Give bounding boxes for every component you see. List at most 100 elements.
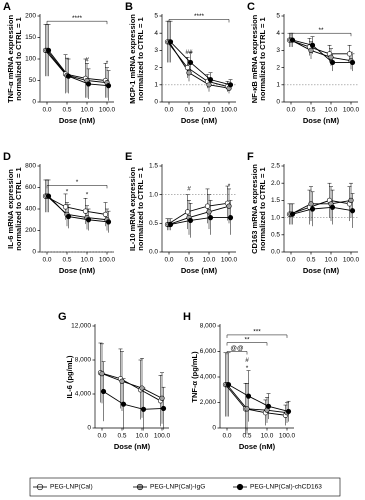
data-point	[308, 201, 314, 207]
series-line	[48, 50, 109, 87]
y-tick-label: 1.0	[271, 214, 280, 221]
panel-letter: D	[3, 151, 11, 163]
data-point	[187, 217, 194, 224]
y-tick-label: 4	[276, 30, 280, 37]
data-point	[45, 193, 52, 199]
x-tick-label: 0.0	[42, 257, 51, 264]
y-tick-label: 12,000	[71, 323, 91, 330]
significance-label: ***	[253, 329, 261, 336]
data-point	[309, 206, 316, 212]
x-tick-label: 10.0	[81, 107, 94, 114]
x-tick-label: 0.5	[184, 257, 193, 264]
data-point	[309, 42, 316, 48]
data-point	[207, 215, 214, 221]
x-tick-label: 10.0	[81, 257, 94, 264]
y-axis-label: CD163 mRNA expression	[250, 164, 259, 254]
legend-label: PEG-LNP(Cal)-IgG	[150, 484, 205, 491]
significance-mark: *	[66, 189, 69, 196]
y-tick-label: 150	[25, 34, 36, 41]
y-tick-label: 2	[154, 64, 158, 71]
x-axis-label: Dose (nM)	[59, 266, 96, 275]
data-point	[206, 209, 212, 215]
y-axis-label: normalized to CTRL = 1	[136, 17, 145, 100]
y-tick-label: 0.0	[271, 249, 280, 256]
significance-label: **	[318, 27, 324, 34]
x-tick-label: 10.0	[261, 433, 274, 440]
y-tick-label: 8,000	[200, 323, 217, 330]
data-point	[329, 59, 336, 66]
y-axis-label: IL-10 mRNA expression	[128, 167, 137, 251]
y-tick-label: 0.5	[149, 220, 158, 227]
data-point	[206, 82, 212, 88]
data-point	[184, 64, 191, 71]
series-line	[103, 391, 164, 410]
y-axis-label: NF-κB mRNA expression	[250, 14, 259, 103]
data-point	[349, 59, 356, 66]
y-tick-label: 3	[276, 47, 280, 54]
y-tick-label: 0	[154, 99, 158, 106]
x-tick-label: 0.0	[286, 257, 295, 264]
y-tick-label: 2.5	[271, 163, 280, 170]
x-tick-label: 0.5	[242, 433, 251, 440]
y-axis-label: TNF-α (pg/mL)	[190, 351, 199, 403]
data-point	[187, 59, 194, 66]
series-line	[170, 217, 231, 225]
x-tick-label: 10.0	[325, 107, 338, 114]
significance-bracket	[168, 19, 230, 23]
significance-mark: #	[187, 186, 191, 193]
data-point	[85, 217, 92, 223]
y-tick-label: 50	[29, 77, 37, 84]
series-line	[48, 195, 109, 223]
y-tick-label: 2.0	[271, 180, 280, 187]
y-axis-label: IL-6 mRNA expression	[6, 169, 15, 249]
data-point	[207, 77, 214, 83]
series-line	[170, 41, 231, 86]
significance-bracket	[226, 334, 288, 338]
x-tick-label: 100.0	[99, 257, 116, 264]
significance-bracket	[226, 351, 248, 355]
data-point	[105, 219, 112, 225]
data-point	[62, 204, 69, 210]
y-axis-label: normalized to CTRL = 1	[258, 17, 267, 100]
x-tick-label: 0.0	[286, 107, 295, 114]
data-point	[348, 197, 354, 203]
y-tick-label: 200	[25, 13, 36, 20]
y-tick-label: 5	[276, 13, 280, 20]
data-point	[289, 211, 296, 217]
significance-mark: *	[228, 183, 231, 190]
y-tick-label: 6,000	[200, 348, 217, 355]
data-point	[167, 221, 174, 228]
y-tick-label: 5	[154, 13, 158, 20]
y-tick-label: 4	[154, 30, 158, 37]
data-point	[329, 204, 336, 210]
data-point	[65, 213, 72, 220]
y-tick-label: 3	[154, 47, 158, 54]
significance-bracket	[226, 342, 268, 346]
series-line	[292, 206, 353, 215]
data-point	[226, 203, 232, 209]
significance-mark: #	[245, 357, 249, 364]
data-point	[245, 393, 252, 399]
data-point	[184, 209, 191, 215]
data-point	[244, 406, 250, 412]
x-axis-label: Dose (nM)	[59, 116, 96, 125]
panel-letter: G	[58, 311, 67, 323]
x-tick-label: 10.0	[203, 257, 216, 264]
y-tick-label: 100	[25, 56, 36, 63]
data-point	[289, 37, 296, 43]
series-line	[290, 199, 352, 215]
panel-letter: F	[247, 151, 254, 163]
y-tick-label: 4,000	[75, 391, 92, 398]
data-point	[45, 47, 52, 54]
significance-mark: ##	[185, 49, 193, 56]
y-axis-label: normalized to CTRL = 1	[258, 167, 267, 250]
x-tick-label: 10.0	[136, 433, 149, 440]
x-axis-label: Dose (nM)	[303, 116, 340, 125]
significance-label: @@	[230, 345, 244, 352]
x-axis-label: Dose (nM)	[303, 266, 340, 275]
x-tick-label: 100.0	[221, 107, 238, 114]
data-point	[227, 82, 234, 88]
legend-label: PEG-LNP(Cal)-chCD163	[250, 484, 322, 491]
x-tick-label: 0.5	[62, 257, 71, 264]
